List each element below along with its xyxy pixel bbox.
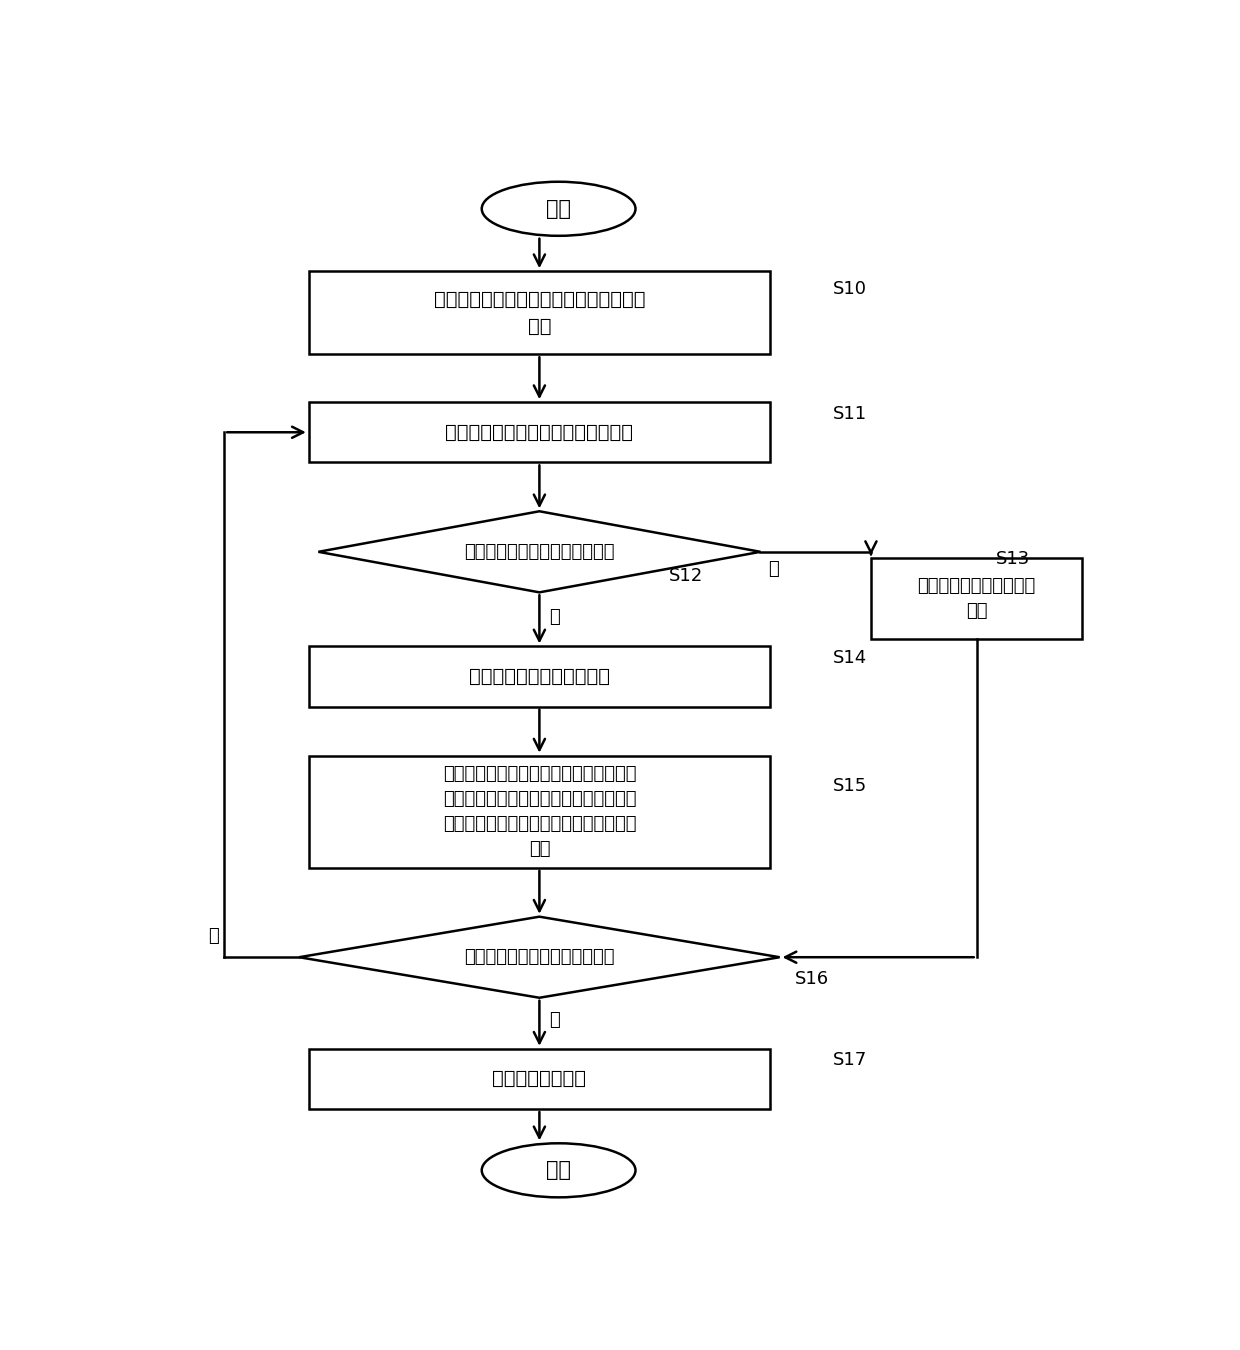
Text: 分析指示灯是偏左或是偏右: 分析指示灯是偏左或是偏右 — [469, 667, 610, 686]
FancyBboxPatch shape — [309, 647, 770, 706]
Text: S17: S17 — [832, 1052, 867, 1069]
Text: 否: 否 — [208, 927, 218, 945]
Text: 开始: 开始 — [546, 198, 572, 219]
Text: 指示灯是否位于图片中央位置？: 指示灯是否位于图片中央位置？ — [464, 543, 615, 560]
Text: 获取摄像装置拍摄指示灯得到的图片: 获取摄像装置拍摄指示灯得到的图片 — [445, 423, 634, 441]
Text: 控制物体沿当前方向直线
移动: 控制物体沿当前方向直线 移动 — [918, 576, 1035, 620]
Text: S15: S15 — [832, 776, 867, 795]
Text: 结束: 结束 — [546, 1160, 572, 1180]
Text: 是: 是 — [768, 560, 779, 579]
FancyBboxPatch shape — [309, 756, 770, 868]
FancyBboxPatch shape — [309, 402, 770, 463]
Text: 触发摄像装置沿设定路线逐个拍摄每个指
示灯: 触发摄像装置沿设定路线逐个拍摄每个指 示灯 — [434, 290, 645, 336]
Text: S14: S14 — [832, 649, 867, 667]
Text: 是: 是 — [549, 1011, 559, 1029]
FancyBboxPatch shape — [309, 1049, 770, 1108]
Text: S12: S12 — [670, 567, 703, 585]
FancyBboxPatch shape — [309, 271, 770, 354]
Text: 控制物体停止移动: 控制物体停止移动 — [492, 1069, 587, 1088]
Text: 否: 否 — [549, 609, 559, 626]
Text: 根据分析得到上述图片中指示灯是偏左或
是偏右，控制物体相应地左移或者右移，
直到摄像装置拍摄的图片中物体位于中央
位置: 根据分析得到上述图片中指示灯是偏左或 是偏右，控制物体相应地左移或者右移， 直到… — [443, 765, 636, 859]
Text: 物体是否移动至设定路线终点？: 物体是否移动至设定路线终点？ — [464, 948, 615, 967]
Polygon shape — [319, 512, 760, 593]
Ellipse shape — [481, 1143, 635, 1197]
Text: S11: S11 — [832, 405, 867, 423]
Ellipse shape — [481, 182, 635, 236]
Text: S10: S10 — [832, 279, 867, 298]
Polygon shape — [299, 917, 780, 998]
FancyBboxPatch shape — [870, 558, 1083, 639]
Text: S16: S16 — [795, 971, 830, 988]
Text: S13: S13 — [996, 549, 1030, 568]
